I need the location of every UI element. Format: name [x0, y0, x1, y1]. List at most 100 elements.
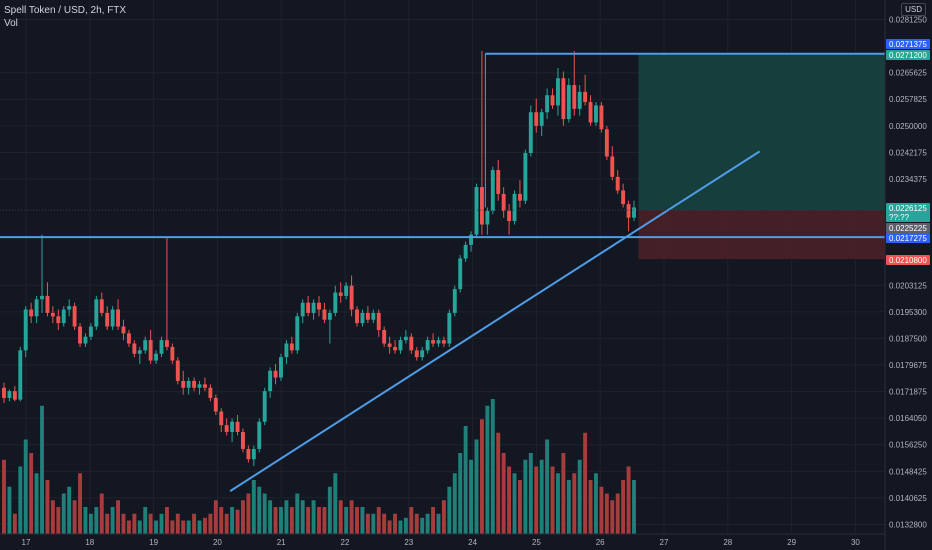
x-axis-tick-label: 19 — [149, 538, 158, 547]
volume-bar — [154, 520, 159, 534]
candle-body — [523, 153, 528, 201]
x-axis-tick-label: 28 — [723, 538, 732, 547]
candle-body — [409, 336, 414, 351]
candle-body — [202, 384, 207, 388]
candle-body — [539, 112, 544, 126]
y-axis-tick-label: 0.0156250 — [889, 441, 927, 450]
volume-bar — [583, 432, 588, 534]
volume-bar — [317, 507, 321, 534]
volume-bar — [137, 520, 142, 534]
price-axis-label: 0.0226125 — [886, 203, 930, 213]
candle-body — [116, 309, 121, 327]
volume-bar — [534, 466, 539, 534]
x-axis-tick-label: 21 — [277, 538, 286, 547]
candle-body — [78, 326, 82, 344]
candle-body — [311, 302, 316, 313]
volume-bar — [398, 520, 403, 534]
volume-bar — [164, 507, 169, 534]
volume-bar — [181, 520, 186, 534]
volume-bar — [273, 507, 278, 534]
y-axis-tick-label: 0.0250000 — [889, 122, 927, 131]
volume-bar — [447, 486, 452, 534]
candle-body — [469, 234, 474, 245]
volume-bar — [295, 493, 300, 534]
volume-bar — [333, 473, 338, 534]
candle-body — [349, 285, 354, 310]
candle-body — [148, 340, 153, 361]
price-axis-label: 0.0271200 — [886, 50, 930, 60]
y-axis-tick-label: 0.0171875 — [889, 388, 927, 397]
volume-bar — [615, 493, 620, 534]
candle-body — [40, 295, 44, 300]
volume-bar — [2, 459, 6, 534]
volume-bar — [355, 507, 359, 534]
price-axis-label-text: ??:?? — [889, 213, 910, 222]
candle-body — [72, 306, 77, 327]
volume-indicator-label[interactable]: Vol — [4, 18, 18, 29]
volume-bar — [105, 513, 110, 534]
candle-body — [2, 387, 6, 398]
symbol-title[interactable]: Spell Token / USD, 2h, FTX — [4, 5, 127, 16]
volume-bar — [403, 517, 408, 534]
candle-body — [170, 346, 175, 361]
volume-bar — [550, 466, 555, 534]
volume-bar — [441, 500, 446, 534]
volume-bar — [311, 500, 316, 534]
candle-body — [208, 387, 213, 398]
volume-bar — [344, 507, 349, 534]
volume-bar — [414, 513, 419, 534]
price-axis-label: 0.0217275 — [886, 233, 930, 243]
x-axis-tick-label: 30 — [851, 538, 860, 547]
candle-body — [632, 207, 636, 218]
volume-bar — [235, 509, 240, 534]
volume-bar — [382, 513, 387, 534]
candle-body — [322, 309, 327, 320]
y-axis-tick-label: 0.0234375 — [889, 175, 927, 184]
price-axis-label-text: 0.0210800 — [889, 256, 927, 265]
ascending-trendline — [229, 150, 761, 492]
currency-button[interactable]: USD — [901, 3, 926, 16]
candle-body — [333, 292, 338, 313]
candle-body — [561, 78, 566, 120]
volume-bar — [469, 459, 474, 534]
price-axis-label-text: 0.0271375 — [889, 40, 927, 49]
candle-body — [164, 340, 169, 347]
volume-bar — [34, 473, 39, 534]
volume-bar — [393, 513, 397, 534]
volume-bar — [300, 500, 305, 534]
price-axis-label-text: 0.0226125 — [889, 204, 927, 213]
volume-bar — [452, 473, 457, 534]
candle-body — [192, 380, 197, 388]
candle-body — [485, 210, 490, 225]
candle-body — [88, 326, 93, 337]
price-axis-label: 0.0225225 — [886, 223, 930, 233]
candle-body — [235, 421, 240, 432]
volume-bar — [496, 432, 501, 534]
candle-body — [534, 112, 539, 126]
candle-body — [577, 91, 582, 109]
volume-bar — [594, 473, 598, 534]
candle-body — [610, 156, 615, 177]
volume-bar — [539, 459, 544, 534]
candle-body — [268, 370, 273, 392]
y-axis-tick-label: 0.0195300 — [889, 308, 927, 317]
candle-body — [458, 258, 463, 290]
x-axis-tick-label: 20 — [213, 538, 222, 547]
candle-body — [420, 350, 425, 358]
candle-body — [186, 380, 191, 388]
candle-body — [436, 340, 441, 344]
x-axis-tick-label: 25 — [532, 538, 541, 547]
volume-bar — [360, 507, 365, 534]
volume-bar — [306, 507, 311, 534]
price-axis-label-bg — [886, 203, 930, 213]
candle-body — [289, 343, 294, 351]
volume-bar — [192, 513, 197, 534]
volume-bar — [208, 513, 213, 534]
candle-body — [181, 380, 186, 388]
volume-bar — [458, 453, 463, 534]
candle-body — [262, 391, 267, 422]
candle-body — [365, 312, 370, 320]
candle-body — [105, 312, 110, 327]
volume-bar — [479, 419, 484, 534]
